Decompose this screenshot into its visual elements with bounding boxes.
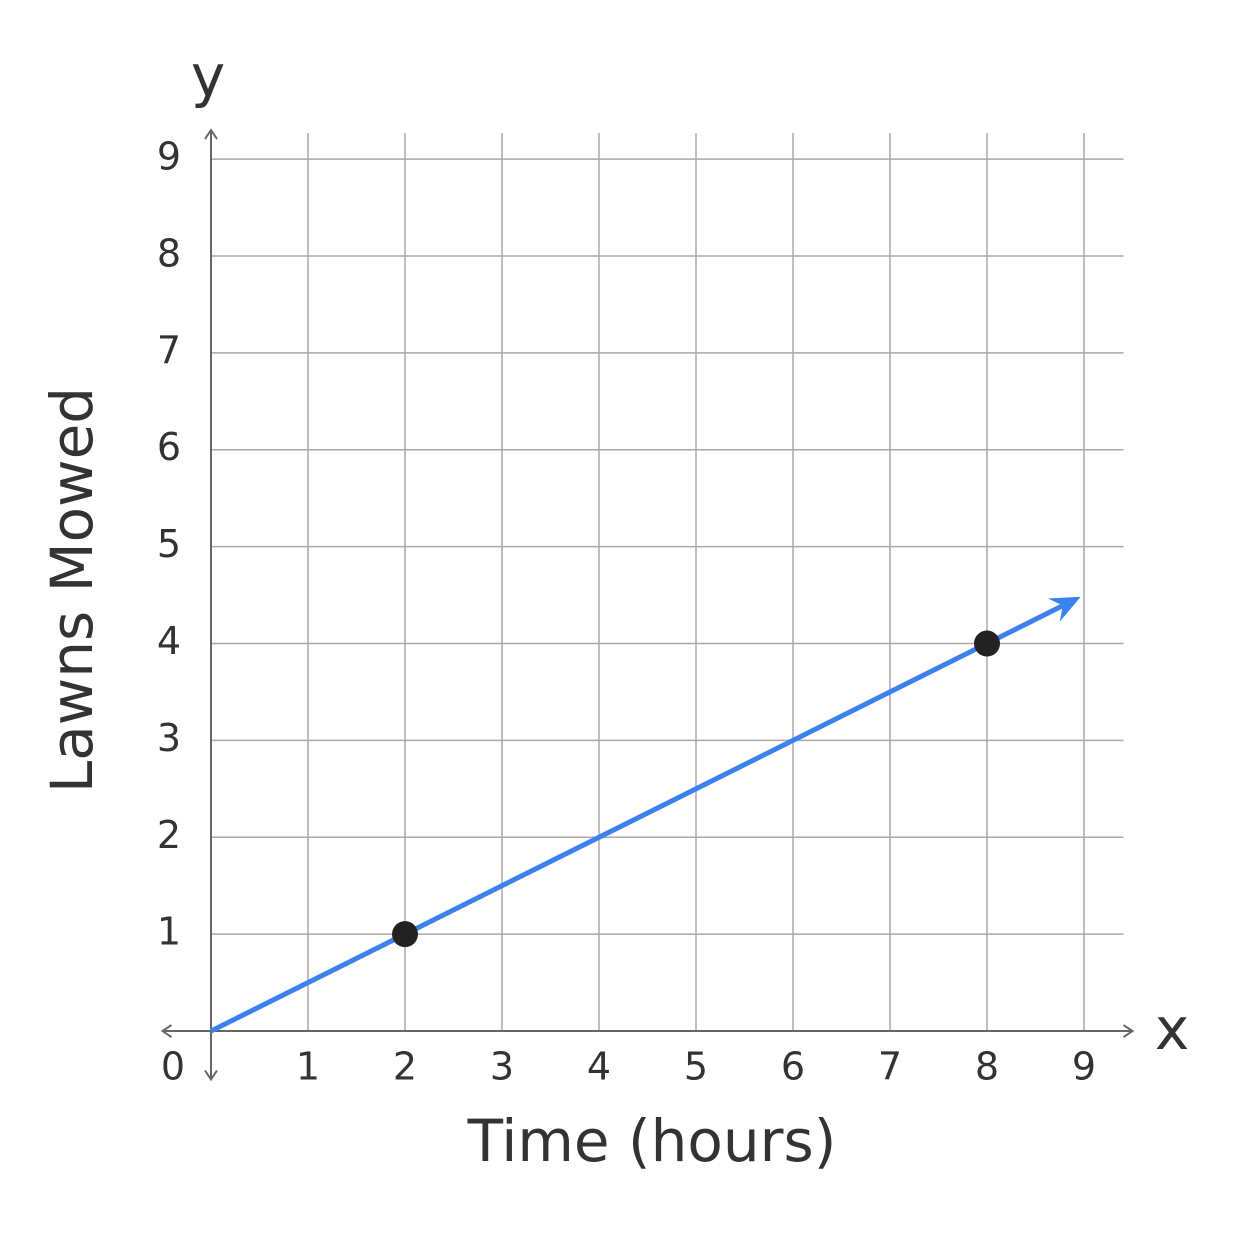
axis-arrow <box>160 1024 173 1038</box>
y-axis-title: Lawns Mowed <box>38 387 106 793</box>
data-line <box>209 602 1066 1034</box>
y-tick-label: 4 <box>157 619 181 663</box>
y-tick-label: 6 <box>157 425 181 469</box>
y-tick-label: 8 <box>157 231 181 275</box>
x-tick-label: 4 <box>587 1045 611 1089</box>
x-tick-label: 2 <box>393 1045 417 1089</box>
y-tick-label: 2 <box>157 813 181 857</box>
x-tick-label: 1 <box>296 1045 320 1089</box>
axis-arrow <box>204 1069 218 1082</box>
x-tick-label: 7 <box>878 1045 902 1089</box>
x-tick-label: 3 <box>490 1045 514 1089</box>
axis-arrow <box>204 128 218 140</box>
axis-arrow <box>1122 1024 1135 1038</box>
x-tick-label: 6 <box>781 1045 805 1089</box>
y-tick-label: 7 <box>157 328 181 372</box>
y-tick-label: 5 <box>157 522 181 566</box>
y-tick-label: 1 <box>157 910 181 954</box>
y-tick-label: 3 <box>157 716 181 760</box>
x-axis-letter: x <box>1155 995 1189 1063</box>
x-tick-label: 5 <box>684 1045 708 1089</box>
data-point <box>392 921 418 948</box>
x-axis-title: Time (hours) <box>467 1107 837 1175</box>
x-tick-label: 9 <box>1072 1045 1096 1089</box>
y-tick-label: 9 <box>157 135 181 179</box>
line-arrowhead <box>1048 596 1081 622</box>
x-tick-label: 8 <box>975 1045 999 1089</box>
data-point <box>974 630 1000 657</box>
x-tick-label: 0 <box>161 1045 185 1089</box>
y-axis-letter: y <box>191 42 225 110</box>
